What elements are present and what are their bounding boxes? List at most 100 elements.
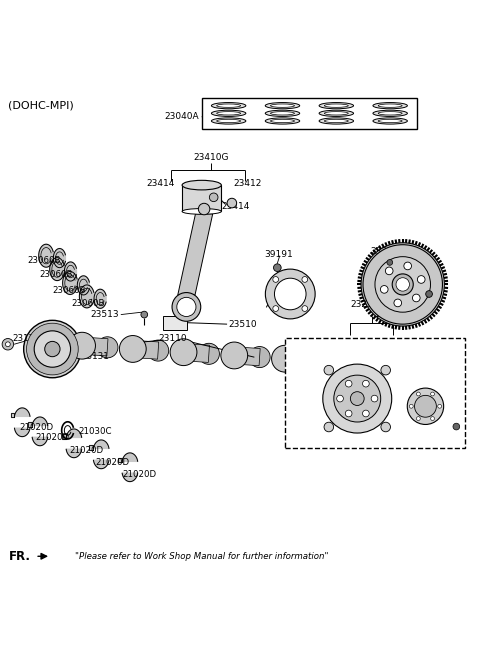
Polygon shape: [183, 344, 209, 362]
Polygon shape: [178, 214, 213, 295]
Polygon shape: [53, 248, 65, 268]
Polygon shape: [66, 449, 82, 458]
Text: 21020D: 21020D: [96, 458, 130, 467]
Text: 23311B: 23311B: [412, 379, 446, 388]
Circle shape: [345, 410, 352, 417]
Ellipse shape: [216, 104, 240, 107]
Ellipse shape: [324, 111, 348, 115]
Text: 21020D: 21020D: [20, 422, 54, 432]
Text: 23124B: 23124B: [46, 334, 79, 343]
Polygon shape: [39, 244, 53, 267]
Ellipse shape: [324, 104, 348, 107]
Polygon shape: [66, 429, 82, 438]
Text: 23131: 23131: [81, 352, 109, 361]
Polygon shape: [132, 341, 159, 359]
Polygon shape: [89, 445, 93, 449]
Text: 23212: 23212: [350, 300, 378, 309]
Ellipse shape: [378, 111, 402, 115]
Polygon shape: [50, 257, 64, 280]
Circle shape: [120, 335, 146, 362]
Ellipse shape: [216, 111, 240, 115]
Ellipse shape: [182, 180, 221, 190]
Polygon shape: [94, 440, 109, 449]
Polygon shape: [82, 337, 108, 356]
Circle shape: [45, 341, 60, 357]
Polygon shape: [32, 417, 48, 426]
Circle shape: [387, 259, 393, 265]
Circle shape: [362, 381, 369, 387]
Polygon shape: [234, 347, 260, 365]
Circle shape: [431, 417, 434, 421]
Circle shape: [198, 203, 210, 215]
Text: "Please refer to Work Shop Manual for further information": "Please refer to Work Shop Manual for fu…: [75, 552, 328, 561]
Circle shape: [198, 343, 219, 364]
Circle shape: [334, 375, 381, 422]
Circle shape: [415, 396, 436, 417]
Ellipse shape: [319, 103, 354, 109]
Text: 23513: 23513: [91, 310, 120, 319]
Circle shape: [407, 388, 444, 424]
Circle shape: [363, 245, 443, 324]
Polygon shape: [64, 262, 76, 281]
Circle shape: [300, 350, 321, 371]
Bar: [182, 185, 221, 212]
Circle shape: [275, 278, 306, 310]
Circle shape: [302, 306, 308, 311]
Circle shape: [396, 278, 409, 291]
Text: 39190A: 39190A: [269, 301, 303, 310]
Text: 21030C: 21030C: [79, 427, 112, 436]
FancyBboxPatch shape: [202, 98, 417, 129]
Circle shape: [431, 392, 434, 396]
Ellipse shape: [378, 119, 402, 122]
Polygon shape: [32, 438, 48, 445]
Circle shape: [418, 276, 425, 284]
Circle shape: [385, 267, 393, 274]
Ellipse shape: [271, 111, 294, 115]
Circle shape: [394, 299, 402, 307]
Text: 23200B: 23200B: [376, 310, 410, 318]
Polygon shape: [122, 473, 138, 481]
Circle shape: [97, 337, 118, 358]
Ellipse shape: [216, 119, 240, 122]
Polygon shape: [28, 422, 32, 426]
Polygon shape: [118, 458, 122, 462]
Circle shape: [361, 243, 444, 326]
Circle shape: [227, 198, 237, 208]
Polygon shape: [79, 285, 94, 308]
Ellipse shape: [211, 118, 246, 124]
Text: FR.: FR.: [9, 550, 31, 563]
Circle shape: [5, 342, 10, 346]
Polygon shape: [11, 413, 14, 417]
Circle shape: [221, 342, 248, 369]
Text: 23226B: 23226B: [333, 367, 367, 376]
Circle shape: [324, 365, 334, 375]
Text: (A/T): (A/T): [293, 342, 318, 352]
Ellipse shape: [182, 208, 221, 214]
Circle shape: [324, 422, 334, 432]
Text: 23510: 23510: [228, 320, 257, 329]
Circle shape: [417, 417, 420, 421]
Circle shape: [350, 392, 364, 405]
Circle shape: [426, 291, 432, 297]
Polygon shape: [62, 434, 66, 439]
Circle shape: [69, 332, 96, 359]
Ellipse shape: [373, 110, 408, 117]
Circle shape: [141, 311, 148, 318]
Text: 23311A: 23311A: [370, 248, 405, 256]
Ellipse shape: [319, 118, 354, 124]
Text: 23110: 23110: [159, 334, 187, 343]
Text: 23060B: 23060B: [39, 271, 72, 279]
FancyBboxPatch shape: [286, 338, 465, 448]
Circle shape: [148, 340, 168, 361]
Circle shape: [362, 410, 369, 417]
Circle shape: [371, 395, 378, 402]
Text: 23060B: 23060B: [52, 286, 85, 295]
Circle shape: [172, 293, 201, 322]
Polygon shape: [77, 276, 89, 295]
Ellipse shape: [271, 104, 294, 107]
Circle shape: [170, 339, 197, 365]
Circle shape: [249, 346, 270, 367]
Text: 21020D: 21020D: [123, 470, 157, 479]
Ellipse shape: [373, 118, 408, 124]
Ellipse shape: [271, 119, 294, 122]
